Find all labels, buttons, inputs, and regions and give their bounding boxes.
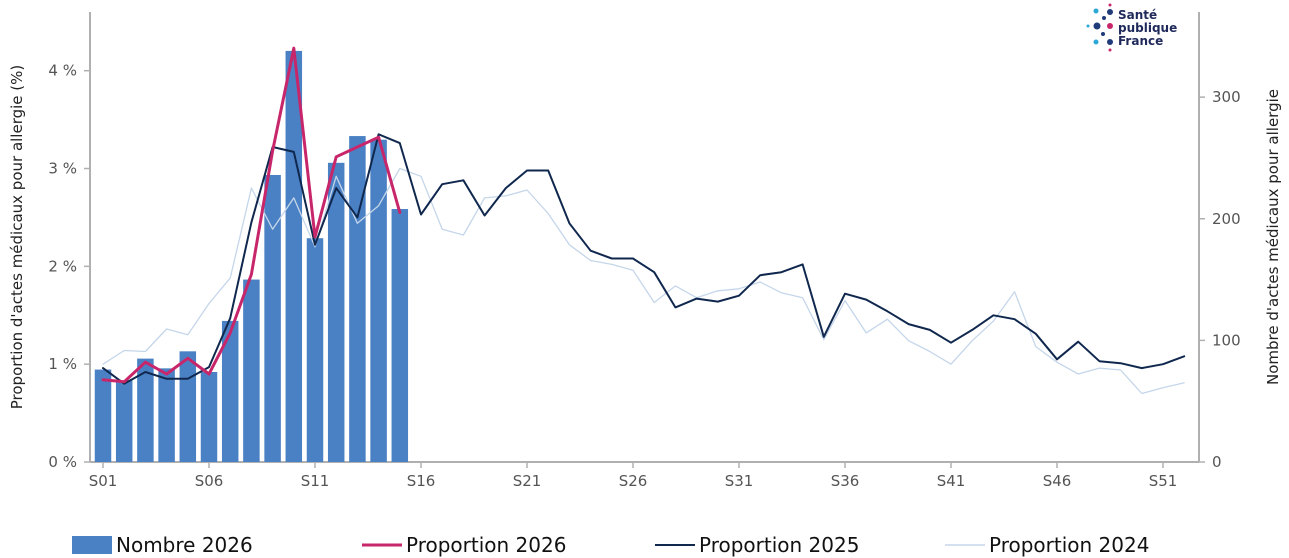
legend-label-proportion-2024: Proportion 2024: [989, 533, 1149, 557]
bar-nombre-2026: [243, 279, 260, 462]
left-tick-label: 1 %: [48, 355, 77, 373]
bar-nombre-2026: [349, 136, 366, 462]
legend-label-proportion-2025: Proportion 2025: [699, 533, 859, 557]
bar-nombre-2026: [221, 320, 239, 462]
bar-nombre-2026: [137, 358, 154, 462]
bar-nombre-2026: [179, 351, 197, 462]
left-tick-label: 0 %: [48, 453, 77, 471]
left-axis-title: Proportion d'actes médicaux pour allergi…: [8, 65, 26, 410]
legend-label-nombre-2026: Nombre 2026: [116, 533, 253, 557]
right-axis-title: Nombre d'actes médicaux pour allergie: [1264, 89, 1282, 385]
bar-nombre-2026: [200, 372, 218, 462]
bar-nombre-2026: [306, 238, 324, 462]
proportion-lines: [101, 46, 1186, 395]
x-tick-label: S11: [301, 472, 330, 490]
logo-line-3: France: [1118, 34, 1163, 48]
legend-swatch-nombre-2026: [72, 536, 112, 554]
x-tick-label: S51: [1149, 472, 1178, 490]
x-ticks: S01 S06 S11 S16 S21 S26 S31 S36 S41 S46 S51: [89, 462, 1178, 490]
x-tick-label: S06: [195, 472, 224, 490]
logo-line-2: publique: [1118, 21, 1177, 35]
bar-nombre-2026: [158, 368, 175, 462]
bar-nombre-2026: [391, 209, 409, 462]
sante-publique-france-logo: Santé publique France: [1086, 3, 1177, 52]
right-tick-label: 200: [1212, 210, 1241, 228]
x-tick-label: S01: [89, 472, 118, 490]
left-y-ticks: 0 % 1 % 2 % 3 % 4 %: [48, 62, 90, 471]
x-tick-label: S46: [1043, 472, 1072, 490]
right-tick-label: 100: [1212, 331, 1241, 349]
line-proportion-2025: [102, 133, 1186, 385]
bar-nombre-2026: [115, 380, 133, 462]
bar-nombre-2026: [327, 162, 345, 463]
line-proportion-2026: [101, 46, 402, 384]
bar-nombre-2026: [94, 369, 112, 462]
line-proportion-2024: [102, 167, 1185, 395]
right-tick-label: 300: [1212, 88, 1241, 106]
x-tick-label: S16: [407, 472, 436, 490]
left-tick-label: 2 %: [48, 257, 77, 275]
bars-nombre-2026: [94, 50, 409, 463]
left-tick-label: 3 %: [48, 160, 77, 178]
logo-line-1: Santé: [1118, 8, 1157, 22]
bar-nombre-2026: [370, 139, 387, 462]
x-tick-label: S26: [619, 472, 648, 490]
right-tick-label: 0: [1212, 453, 1222, 471]
x-tick-label: S21: [513, 472, 542, 490]
x-tick-label: S31: [725, 472, 754, 490]
legend: Nombre 2026 Proportion 2026 Proportion 202…: [72, 533, 1149, 557]
right-y-ticks: 0 100 200 300: [1199, 88, 1241, 471]
x-tick-label: S36: [831, 472, 860, 490]
bar-nombre-2026: [264, 174, 281, 463]
bar-nombre-2026: [285, 50, 303, 463]
legend-label-proportion-2026: Proportion 2026: [406, 533, 566, 557]
x-tick-label: S41: [937, 472, 966, 490]
left-tick-label: 4 %: [48, 62, 77, 80]
